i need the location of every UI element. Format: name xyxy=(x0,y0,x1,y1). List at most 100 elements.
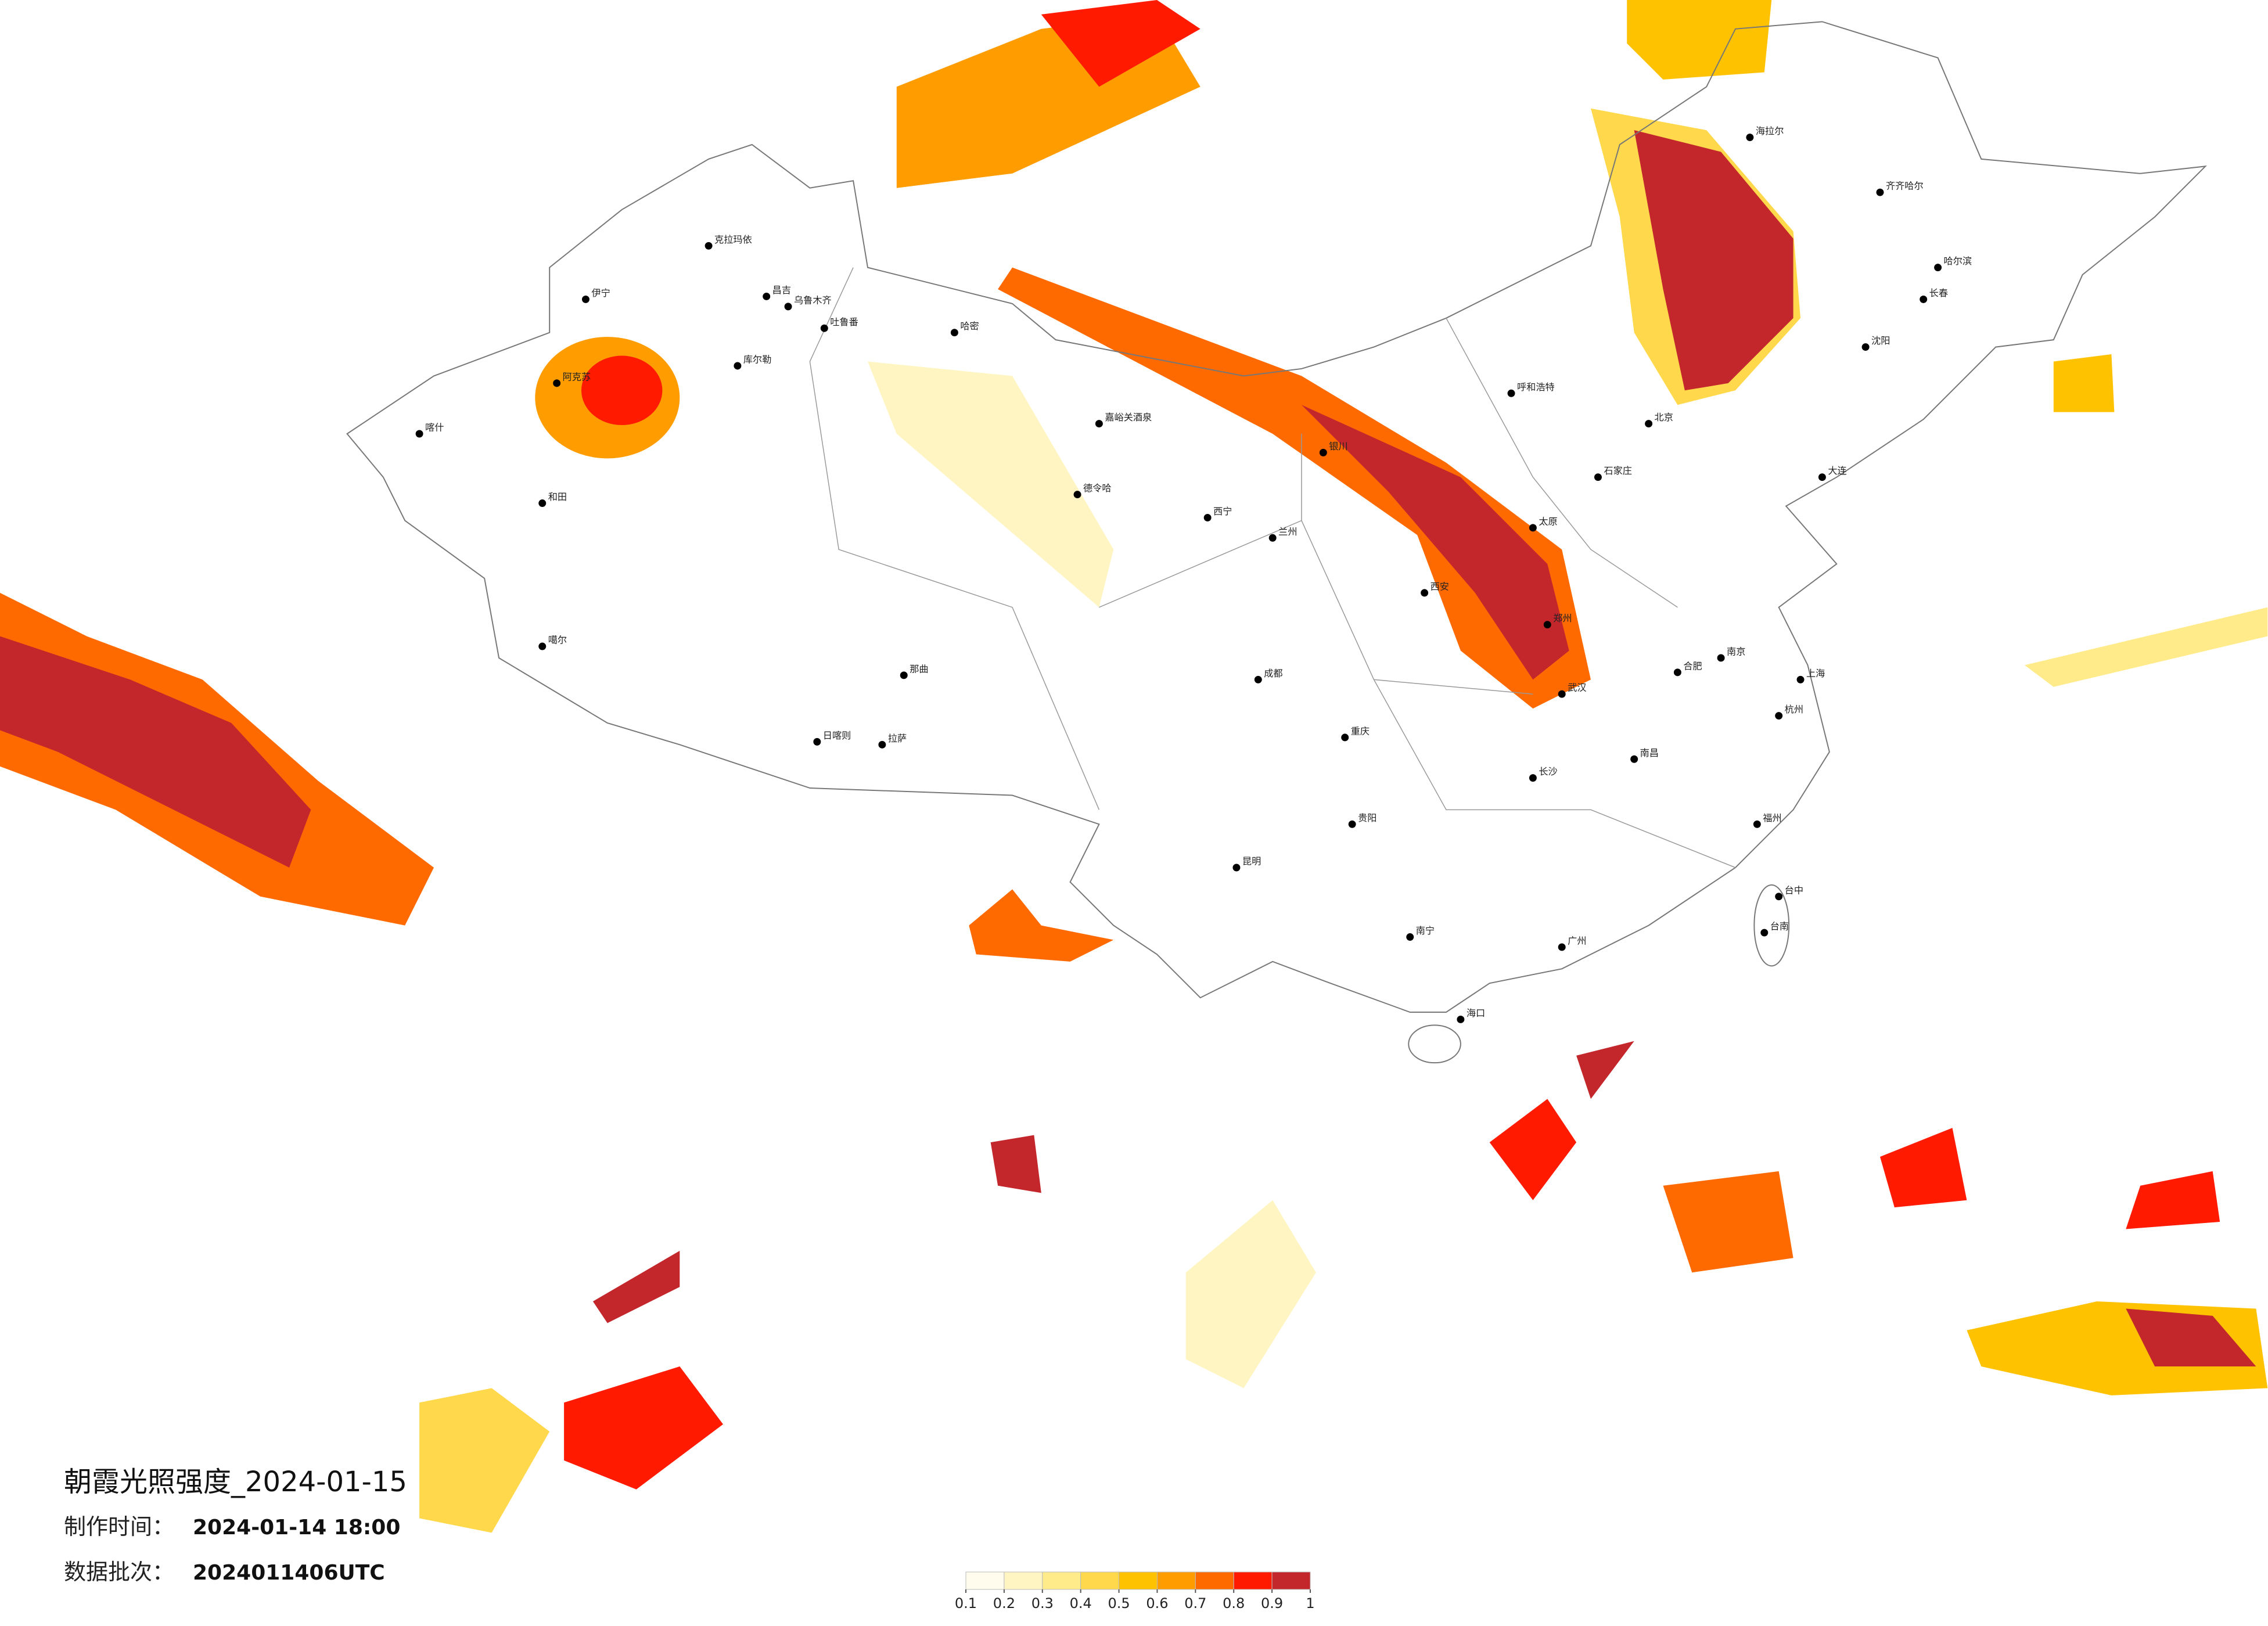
legend-tick-label: 0.4 xyxy=(1070,1595,1092,1611)
heat-region xyxy=(990,1135,1041,1193)
intensity-field xyxy=(0,0,2268,1533)
city-marker xyxy=(1232,864,1241,872)
legend: 0.1 0.2 0.3 0.4 0.5 0.6 0.7 0.8 0.9 1 xyxy=(955,1571,1315,1611)
heat-region xyxy=(564,1366,723,1490)
batch-label: 数据批次： xyxy=(64,1559,174,1585)
heat-region xyxy=(2025,607,2268,687)
city-marker xyxy=(553,379,561,387)
city-marker xyxy=(1673,668,1681,677)
city-marker xyxy=(1746,134,1754,142)
city-marker xyxy=(1876,188,1884,196)
heat-region xyxy=(1880,1128,1967,1208)
city-marker xyxy=(1507,389,1515,397)
legend-tick-label: 0.5 xyxy=(1108,1595,1130,1611)
map-title: 朝霞光照强度_2024-01-15 xyxy=(64,1466,407,1498)
heat-region xyxy=(1576,1041,1634,1099)
city-label: 上海 xyxy=(1806,668,1825,679)
city-marker xyxy=(1529,524,1537,532)
heat-region xyxy=(1634,130,1793,391)
heat-region xyxy=(868,361,1114,607)
city-marker xyxy=(1934,264,1942,272)
heat-region xyxy=(2126,1171,2220,1229)
city-label: 广州 xyxy=(1568,935,1586,946)
city-marker xyxy=(1558,943,1566,951)
city-marker xyxy=(1818,473,1826,481)
city-marker xyxy=(1348,820,1356,828)
city-marker xyxy=(1406,933,1414,941)
city-marker xyxy=(1775,712,1783,720)
city-label: 武汉 xyxy=(1568,682,1586,693)
city-label: 石家庄 xyxy=(1604,465,1632,476)
city-marker xyxy=(581,295,590,303)
legend-tick-label: 0.6 xyxy=(1146,1595,1168,1611)
city-marker xyxy=(1717,654,1725,662)
city-label: 昆明 xyxy=(1242,856,1261,867)
city-marker xyxy=(1543,621,1551,629)
province-border xyxy=(809,267,1736,868)
city-label: 日喀则 xyxy=(823,730,851,741)
city-marker xyxy=(813,738,821,746)
city-label: 长沙 xyxy=(1539,766,1557,777)
heat-region xyxy=(969,889,1114,962)
city-marker xyxy=(1760,929,1769,937)
city-marker xyxy=(705,242,713,250)
city-label: 库尔勒 xyxy=(743,354,772,365)
city-marker xyxy=(1796,675,1805,684)
heat-region xyxy=(581,355,663,426)
city-label: 南宁 xyxy=(1416,925,1435,936)
city-marker xyxy=(415,430,423,438)
heat-region xyxy=(1041,0,1201,87)
heat-region xyxy=(0,636,311,868)
city-label: 沈阳 xyxy=(1871,335,1890,346)
city-label: 郑州 xyxy=(1553,613,1572,624)
legend-tick-label: 0.3 xyxy=(1031,1595,1054,1611)
city-marker xyxy=(900,671,908,679)
city-marker xyxy=(1753,820,1761,828)
city-marker xyxy=(820,324,828,332)
city-label: 哈尔滨 xyxy=(1944,256,1972,267)
city-label: 和田 xyxy=(548,491,567,502)
city-marker xyxy=(784,303,792,311)
city-label: 重庆 xyxy=(1351,725,1370,736)
city-label: 海口 xyxy=(1467,1008,1485,1019)
city-label: 嘉峪关酒泉 xyxy=(1105,412,1152,423)
city-marker xyxy=(1861,343,1870,351)
legend-tick-label: 0.8 xyxy=(1223,1595,1245,1611)
city-label: 合肥 xyxy=(1683,660,1702,671)
city-marker xyxy=(950,329,958,337)
city-marker xyxy=(1920,295,1928,303)
city-label: 北京 xyxy=(1655,412,1673,423)
legend-swatch xyxy=(1119,1571,1158,1590)
city-label: 阿克苏 xyxy=(563,371,591,382)
country-border xyxy=(346,21,2207,1013)
city-marker xyxy=(538,499,547,507)
city-marker xyxy=(1268,534,1277,542)
city-label: 银川 xyxy=(1329,441,1347,452)
city-label: 拉萨 xyxy=(888,733,907,744)
city-marker xyxy=(734,362,742,370)
heat-region xyxy=(2126,1308,2256,1367)
city-label: 德令哈 xyxy=(1083,483,1112,494)
city-label: 南京 xyxy=(1727,646,1745,657)
city-label: 台中 xyxy=(1785,884,1803,895)
city-label: 乌鲁木齐 xyxy=(794,294,832,305)
city-marker xyxy=(878,740,886,749)
city-label: 福州 xyxy=(1763,812,1781,823)
heat-region xyxy=(1627,0,1772,80)
heat-region xyxy=(592,1250,680,1323)
time-label: 制作时间： xyxy=(64,1514,174,1539)
city-marker xyxy=(1254,675,1262,684)
city-label: 西宁 xyxy=(1213,506,1232,517)
city-marker xyxy=(763,292,771,300)
city-label: 吐鲁番 xyxy=(830,316,858,328)
legend-tick-label: 1 xyxy=(1306,1595,1314,1611)
city-label: 那曲 xyxy=(910,663,928,674)
legend-swatch xyxy=(1195,1571,1234,1590)
legend-tick-label: 0.1 xyxy=(955,1595,977,1611)
island-border xyxy=(1408,1024,1461,1064)
city-label: 长春 xyxy=(1929,287,1948,298)
